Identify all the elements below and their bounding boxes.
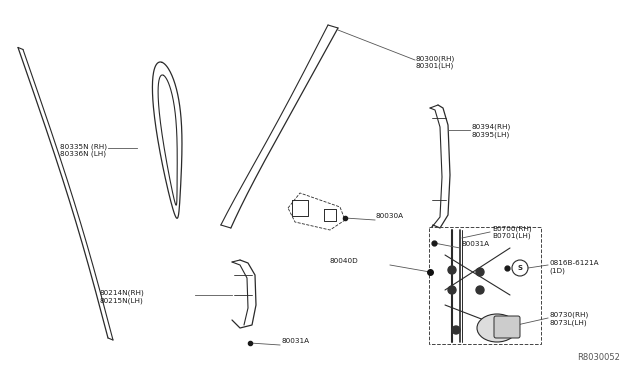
Text: R8030052: R8030052 — [577, 353, 620, 362]
Text: 80214N(RH)
80215N(LH): 80214N(RH) 80215N(LH) — [100, 290, 145, 304]
Circle shape — [476, 268, 484, 276]
Text: 80030A: 80030A — [376, 213, 404, 219]
Text: B0700(RH)
B0701(LH): B0700(RH) B0701(LH) — [492, 225, 532, 239]
Text: 80394(RH)
80395(LH): 80394(RH) 80395(LH) — [471, 124, 510, 138]
Circle shape — [512, 260, 528, 276]
Text: 80040D: 80040D — [330, 258, 359, 264]
FancyBboxPatch shape — [494, 316, 520, 338]
Text: 80031A: 80031A — [461, 241, 489, 247]
Circle shape — [448, 266, 456, 274]
Text: 80335N (RH)
80336N (LH): 80335N (RH) 80336N (LH) — [60, 143, 107, 157]
Text: 0816B-6121A
(1D): 0816B-6121A (1D) — [549, 260, 598, 273]
Circle shape — [476, 286, 484, 294]
Text: 80031A: 80031A — [282, 338, 310, 344]
Text: S: S — [518, 265, 522, 271]
Text: 80300(RH)
80301(LH): 80300(RH) 80301(LH) — [416, 55, 455, 69]
Circle shape — [452, 326, 460, 334]
Ellipse shape — [477, 314, 517, 342]
Text: 80730(RH)
8073L(LH): 80730(RH) 8073L(LH) — [549, 312, 588, 326]
Circle shape — [448, 286, 456, 294]
